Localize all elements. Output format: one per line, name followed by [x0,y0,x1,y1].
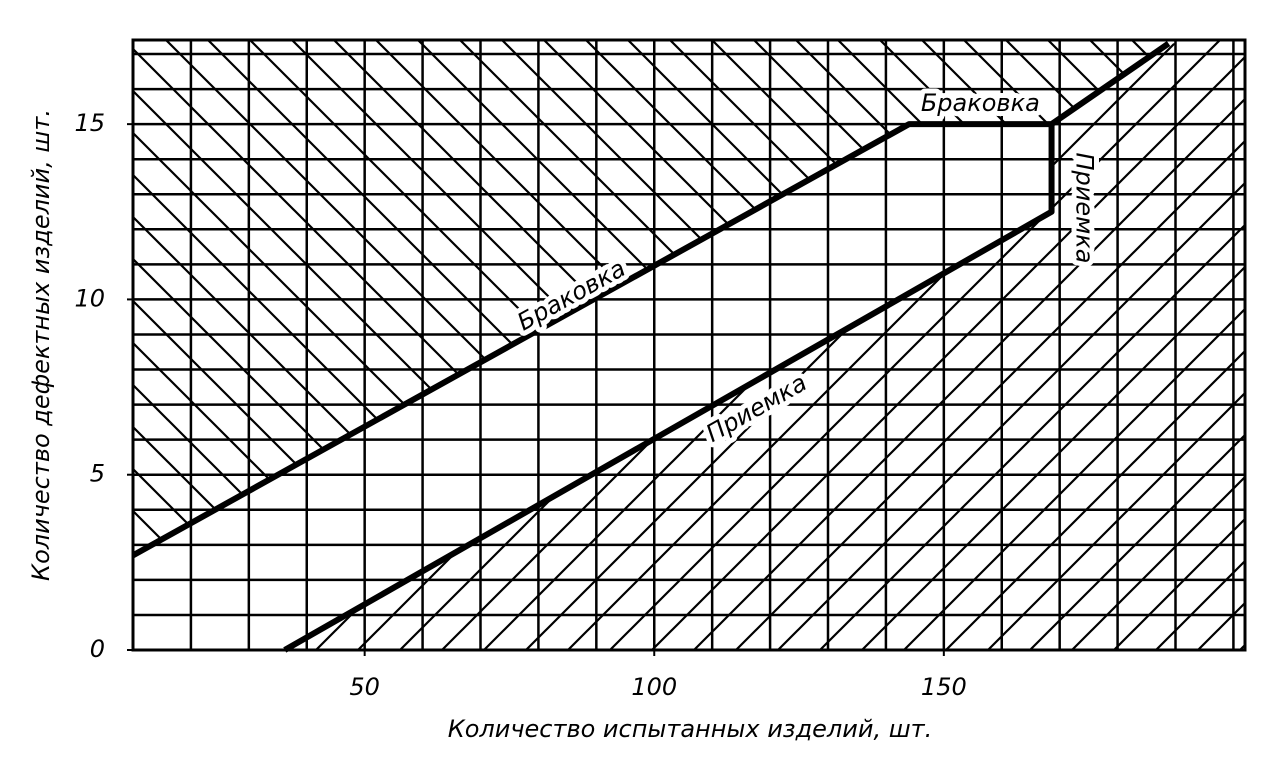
accept-region [284,40,1245,650]
boundary-line [283,124,1055,653]
hatch-layer [133,40,1245,650]
x-tick-label: 50 [349,673,380,701]
plot-frame [131,38,1247,652]
y-tick-label: 5 [90,460,105,488]
reject-region [133,40,1169,556]
line-label: Приемка [1071,152,1099,263]
y-tick-label: 10 [74,284,105,312]
x-tick-label: 100 [631,673,677,701]
line-label: Браковка [921,89,1040,117]
grid-layer [131,38,1247,652]
y-tick-label: 15 [74,109,105,137]
boundary-line [131,41,1171,558]
y-tick-label: 0 [90,635,105,663]
x-axis-label: Количество испытанных изделий, шт. [448,715,933,743]
y-axis-label: Количество дефектных изделий, шт. [27,109,55,581]
x-tick-label: 150 [921,673,967,701]
